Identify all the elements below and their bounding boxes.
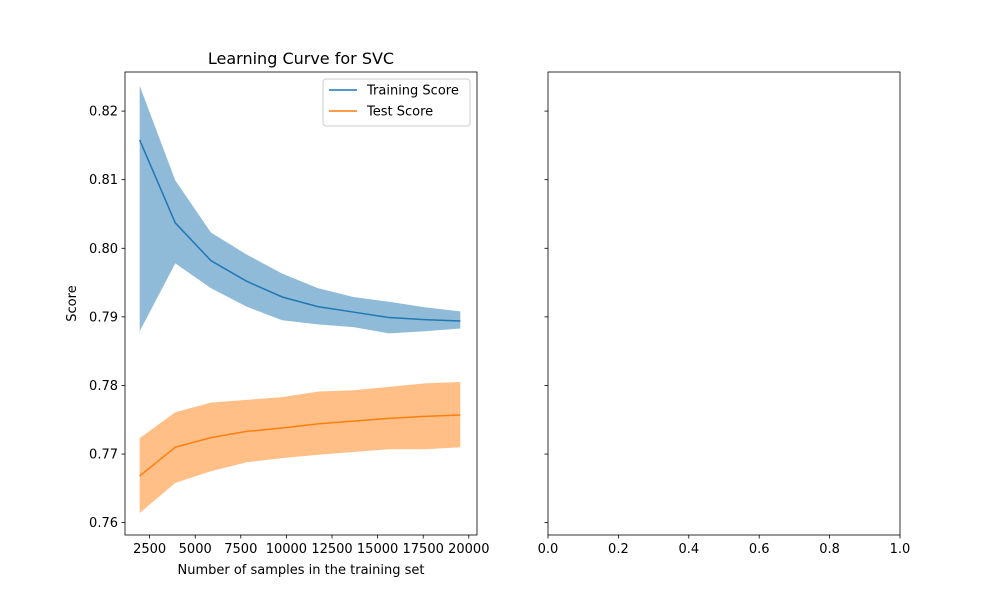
empty-plot-area-frame bbox=[547, 71, 901, 536]
x-tick-label: 0.0 bbox=[538, 542, 559, 557]
x-tick-label: 7500 bbox=[224, 542, 257, 557]
y-tick-label: 0.80 bbox=[89, 242, 118, 257]
x-tick-label: 1.0 bbox=[890, 542, 911, 557]
y-tick-label: 0.76 bbox=[89, 516, 118, 531]
test-score-band bbox=[139, 382, 461, 514]
x-tick-label: 12500 bbox=[311, 542, 352, 557]
x-tick-label: 0.8 bbox=[819, 542, 840, 557]
empty-x-axis-ticks: 0.0 0.2 0.4 0.6 0.8 1.0 bbox=[538, 535, 911, 557]
learning-curve-axes: 2500 5000 7500 10000 12500 15000 17500 20000 0.… bbox=[65, 49, 489, 578]
x-tick-label: 20000 bbox=[448, 542, 489, 557]
x-axis-ticks: 2500 5000 7500 10000 12500 15000 17500 20000 bbox=[133, 535, 489, 557]
x-tick-label: 5000 bbox=[179, 542, 212, 557]
training-score-line bbox=[138, 139, 461, 322]
x-tick-label: 2500 bbox=[133, 542, 166, 557]
test-score-line bbox=[139, 414, 461, 477]
x-tick-label: 17500 bbox=[403, 542, 444, 557]
empty-y-axis-ticks bbox=[544, 110, 548, 524]
y-tick-label: 0.77 bbox=[89, 448, 118, 463]
x-axis-label: Number of samples in the training set bbox=[178, 563, 425, 578]
x-tick-label: 0.6 bbox=[749, 542, 770, 557]
y-tick-label: 0.82 bbox=[89, 105, 118, 120]
plot-area-frame bbox=[124, 71, 478, 536]
x-tick-label: 0.2 bbox=[608, 542, 629, 557]
training-score-band bbox=[139, 85, 461, 334]
legend: Training Score Test Score bbox=[322, 78, 471, 127]
x-tick-label: 15000 bbox=[357, 542, 398, 557]
y-tick-label: 0.78 bbox=[89, 379, 118, 394]
legend-box bbox=[322, 78, 471, 127]
x-tick-label: 0.4 bbox=[678, 542, 699, 557]
y-tick-label: 0.81 bbox=[89, 173, 118, 188]
x-tick-label: 10000 bbox=[266, 542, 307, 557]
y-axis-ticks: 0.76 0.77 0.78 0.79 0.80 0.81 0.82 bbox=[89, 105, 125, 531]
confidence-bands bbox=[139, 85, 461, 514]
chart-title: Learning Curve for SVC bbox=[208, 49, 394, 68]
empty-axes: 0.0 0.2 0.4 0.6 0.8 1.0 bbox=[538, 71, 911, 557]
legend-training-score-label: Training Score bbox=[366, 84, 459, 99]
y-axis-label: Score bbox=[65, 285, 80, 321]
legend-test-score-label: Test Score bbox=[366, 105, 433, 120]
series-lines bbox=[138, 139, 461, 477]
y-tick-label: 0.79 bbox=[89, 310, 118, 325]
